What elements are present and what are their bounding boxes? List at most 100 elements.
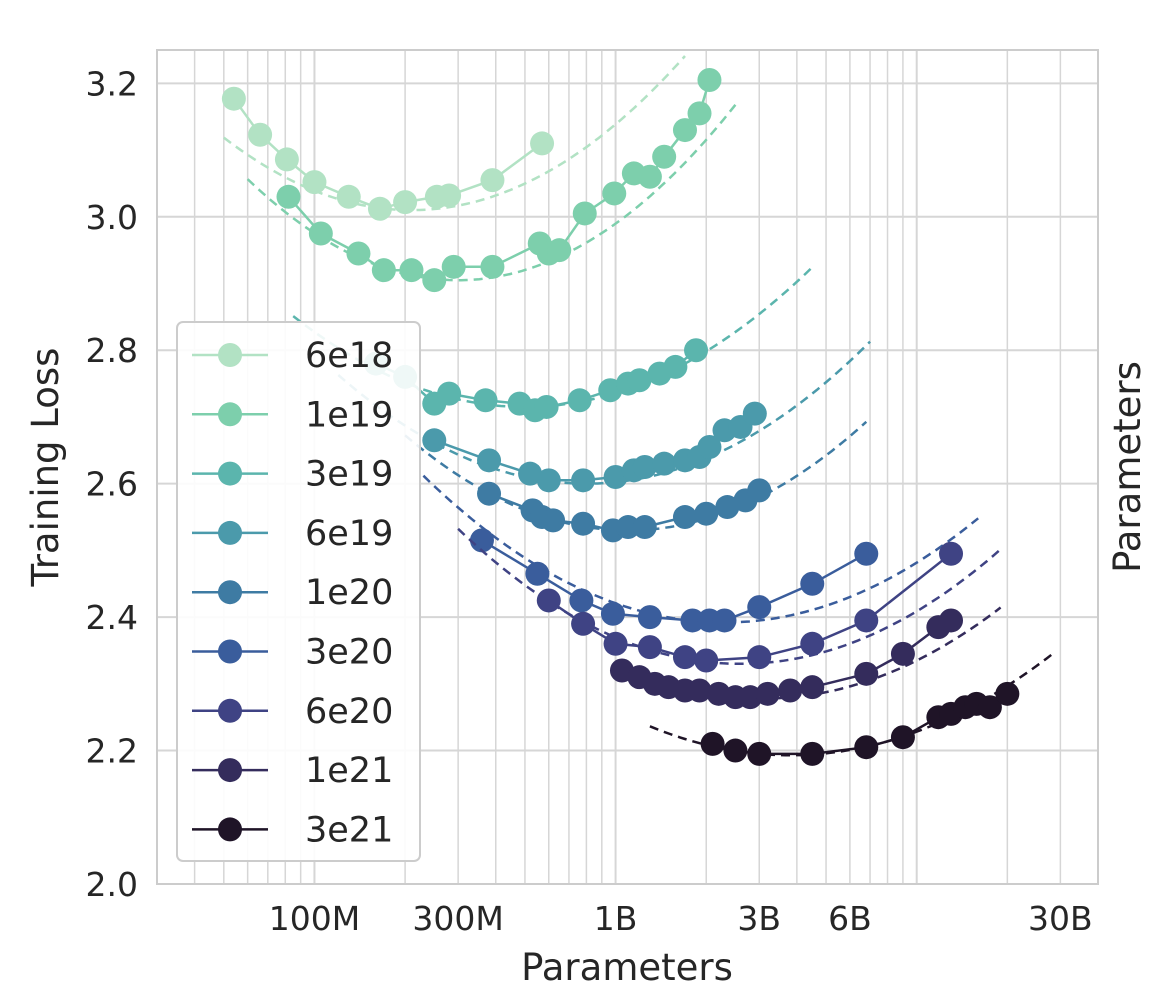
data-point [536, 468, 561, 493]
data-point [422, 428, 447, 453]
data-point [977, 695, 1002, 720]
y-tick-label: 2.0 [86, 865, 138, 904]
data-point [854, 661, 879, 686]
y-tick-label: 2.8 [86, 331, 138, 370]
data-point [480, 168, 505, 193]
data-point [530, 131, 555, 156]
series-6e18 [221, 55, 686, 221]
data-point [572, 201, 597, 226]
legend-swatch-marker [218, 698, 242, 723]
y-tick-labels: 2.0 2.2 2.4 2.6 2.8 3.0 3.2 [86, 64, 138, 904]
data-point [571, 511, 596, 536]
data-point [890, 725, 915, 750]
data-point [571, 611, 596, 636]
data-point [437, 381, 462, 406]
series-1e20 [404, 420, 868, 543]
legend-label: 3e21 [305, 810, 393, 850]
legend-entry-3e21: 3e21 [192, 810, 393, 850]
data-point [367, 196, 392, 221]
data-point [684, 338, 709, 363]
legend-label: 6e20 [305, 692, 393, 732]
data-point [248, 122, 273, 147]
data-point [800, 675, 825, 700]
data-point [854, 735, 879, 760]
data-point [632, 455, 657, 479]
data-point [723, 738, 748, 763]
data-point [276, 184, 301, 209]
fit-curve-6e20 [457, 527, 1002, 666]
data-point [480, 254, 505, 279]
legend: 6e18 1e19 3e19 6e19 1e20 3e20 6e20 1e21 3e21 [176, 321, 421, 862]
data-point [697, 434, 722, 459]
data-point [616, 515, 641, 540]
data-point [567, 388, 592, 413]
data-point [672, 505, 697, 530]
y-tick-label: 2.6 [86, 465, 138, 504]
data-point [536, 588, 561, 613]
series-6e19 [337, 340, 871, 493]
data-point [603, 631, 628, 656]
data-point [525, 561, 550, 586]
data-point [637, 605, 662, 630]
data-point [518, 461, 543, 486]
data-point [712, 608, 737, 633]
data-point [399, 258, 424, 283]
data-point [672, 645, 697, 670]
legend-entry-3e20: 3e20 [192, 633, 393, 673]
data-point [694, 501, 719, 526]
side-axis-label: Parameters [1106, 361, 1149, 573]
data-point [890, 641, 915, 666]
fit-curve-3e20 [422, 474, 979, 624]
x-tick-label: 100M [269, 899, 360, 938]
data-point [602, 181, 627, 206]
data-point [747, 741, 772, 766]
legend-label: 6e18 [305, 336, 393, 376]
x-tick-label: 300M [412, 899, 503, 938]
data-point [422, 268, 447, 293]
data-point [747, 645, 772, 670]
data-point [747, 478, 772, 503]
legend-swatch-marker [218, 580, 242, 605]
legend-label: 1e19 [305, 395, 393, 435]
series-1e19 [246, 68, 737, 293]
data-point [371, 258, 396, 283]
data-point [346, 241, 371, 266]
data-point [627, 368, 652, 393]
data-point [995, 681, 1020, 706]
legend-entry-6e18: 6e18 [192, 336, 393, 376]
data-point [939, 541, 964, 566]
data-point [755, 681, 780, 706]
data-point [652, 451, 677, 476]
data-point [747, 595, 772, 620]
series-layer [221, 55, 1053, 766]
legend-entry-6e19: 6e19 [192, 514, 393, 554]
data-point [302, 170, 327, 195]
data-point [800, 741, 825, 766]
legend-entry-1e19: 1e19 [192, 395, 393, 435]
legend-label: 1e20 [305, 573, 393, 613]
data-point [694, 648, 719, 673]
x-tick-labels: 100M 300M 1B 3B 6B 30B [269, 899, 1093, 938]
data-point [687, 101, 712, 126]
y-tick-label: 3.0 [86, 198, 138, 237]
legend-swatch-marker [218, 758, 242, 783]
data-point [541, 508, 566, 533]
data-point [697, 68, 722, 93]
plot-frame [156, 49, 1099, 885]
y-tick-label: 2.4 [86, 598, 138, 637]
data-point [534, 394, 559, 419]
legend-box [176, 321, 421, 862]
x-tick-label: 6B [828, 899, 872, 938]
data-point [637, 635, 662, 660]
data-point [680, 608, 705, 633]
legend-swatch-marker [218, 343, 242, 367]
data-point [441, 254, 466, 279]
legend-entry-1e21: 1e21 [192, 751, 393, 791]
fit-curve-3e19 [292, 266, 814, 409]
data-point [687, 678, 712, 703]
data-point [854, 608, 879, 633]
series-6e20 [457, 527, 1002, 673]
data-point [800, 631, 825, 656]
legend-label: 6e19 [305, 514, 393, 554]
